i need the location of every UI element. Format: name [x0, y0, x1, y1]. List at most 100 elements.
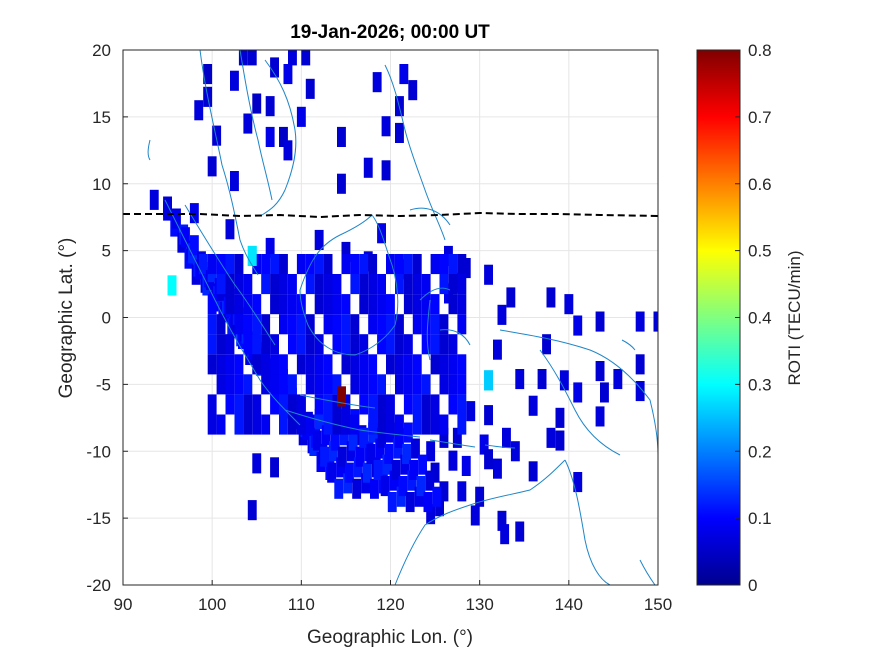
roti-cell — [345, 462, 354, 483]
roti-cell — [470, 505, 480, 526]
roti-cell — [395, 334, 404, 355]
roti-cell — [396, 486, 406, 507]
roti-cell — [448, 450, 458, 471]
roti-cell — [341, 294, 351, 315]
roti-cell — [403, 374, 413, 395]
roti-cell — [216, 274, 226, 295]
roti-cell — [288, 414, 297, 435]
roti-cell — [432, 486, 442, 507]
roti-cell — [457, 274, 467, 295]
roti-cell — [330, 430, 340, 451]
roti-cell — [261, 254, 271, 275]
roti-cell — [407, 470, 417, 491]
roti-cell — [386, 354, 395, 375]
roti-cell — [595, 361, 605, 382]
roti-cell — [403, 334, 413, 355]
roti-cell — [341, 414, 351, 435]
roti-cell — [305, 414, 315, 435]
x-tick-label: 90 — [114, 595, 133, 614]
roti-cell — [279, 354, 288, 375]
roti-cell — [409, 459, 419, 480]
roti-cell — [314, 409, 324, 430]
roti-cell — [163, 200, 172, 221]
roti-cell — [323, 254, 333, 275]
roti-cell — [377, 294, 386, 315]
roti-cell — [323, 314, 333, 335]
roti-cell — [528, 461, 538, 482]
roti-cell — [457, 294, 467, 315]
roti-cell — [448, 354, 458, 375]
roti-cell — [370, 478, 379, 499]
roti-cell — [359, 427, 369, 448]
roti-cell — [350, 274, 360, 295]
roti-cell — [265, 126, 275, 147]
roti-cell — [484, 264, 493, 285]
roti-cell — [448, 334, 458, 355]
roti-cell — [412, 294, 422, 315]
x-axis-ticks: 90 100 110 120 130 140 150 — [114, 580, 672, 614]
roti-cell — [207, 354, 217, 375]
roti-cell — [403, 354, 413, 375]
roti-cell — [421, 414, 431, 435]
roti-cell — [270, 457, 279, 478]
roti-cell — [225, 334, 235, 355]
colorbar-tick-label: 0 — [748, 576, 757, 595]
roti-cell — [216, 374, 226, 395]
colorbar-tick-label: 0.5 — [748, 242, 772, 261]
roti-cell — [279, 394, 288, 415]
roti-cell — [323, 354, 333, 375]
roti-cell — [341, 254, 351, 275]
roti-cell — [261, 334, 271, 355]
roti-cell — [252, 294, 262, 315]
roti-cell — [243, 374, 253, 395]
roti-cell — [270, 294, 279, 315]
roti-cell — [203, 64, 213, 85]
roti-cell — [225, 274, 235, 295]
roti-cell — [555, 407, 565, 428]
roti-cell — [288, 374, 297, 395]
roti-cell — [314, 229, 324, 250]
roti-cell — [261, 414, 271, 435]
roti-cell — [368, 354, 378, 375]
roti-cell — [457, 481, 467, 502]
roti-cell — [321, 425, 331, 446]
roti-cell — [216, 314, 226, 335]
roti-cell — [573, 315, 583, 336]
roti-cell — [288, 294, 297, 315]
roti-cell — [448, 394, 458, 415]
roti-cell — [270, 374, 279, 395]
roti-cells — [149, 50, 658, 545]
roti-cell — [386, 334, 395, 355]
roti-cell — [243, 414, 253, 435]
roti-cell — [283, 64, 293, 85]
roti-cell — [359, 274, 369, 295]
roti-cell — [546, 287, 556, 308]
roti-cell — [172, 208, 181, 229]
roti-cell — [559, 370, 569, 391]
y-tick-label: -20 — [86, 576, 111, 595]
roti-cell — [234, 374, 244, 395]
roti-cell — [359, 354, 369, 375]
roti-cell — [395, 354, 404, 375]
x-tick-label: 130 — [465, 595, 493, 614]
roti-cell — [341, 394, 351, 415]
roti-cell — [439, 314, 449, 335]
roti-cell — [484, 449, 493, 470]
roti-cell — [341, 241, 351, 262]
roti-cell — [426, 441, 436, 462]
roti-cell — [421, 314, 431, 335]
roti-cell — [234, 274, 244, 295]
colorbar-tick-label: 0.2 — [748, 442, 772, 461]
roti-cell — [270, 274, 279, 295]
roti-cell — [279, 254, 288, 275]
roti-cell — [411, 438, 420, 459]
roti-cell — [439, 414, 449, 435]
roti-cell — [312, 430, 322, 451]
roti-cell — [635, 311, 645, 332]
roti-cell — [270, 254, 279, 275]
roti-cell — [261, 354, 271, 375]
roti-cell — [381, 160, 391, 181]
roti-cell — [600, 382, 609, 403]
roti-cell — [283, 140, 293, 161]
roti-cell — [359, 334, 369, 355]
